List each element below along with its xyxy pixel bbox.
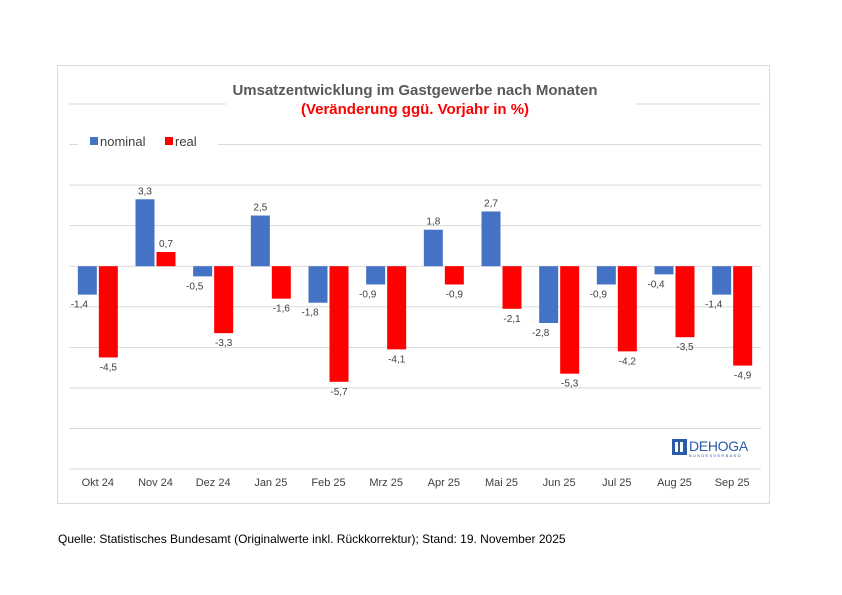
- chart-title: Umsatzentwicklung im Gastgewerbe nach Mo…: [232, 82, 597, 99]
- bar-nominal-8: [539, 266, 559, 323]
- bar-nominal-5: [366, 266, 386, 285]
- data-label-real-1: 0,7: [159, 239, 173, 250]
- bar-real-8: [560, 266, 580, 374]
- data-label-nominal-2: -0,5: [186, 281, 204, 292]
- data-labels: -1,4 -4,5 3,3 0,7 -0,5 -3,3 2,5 -1,6 -1,8 -5,7 -0,…: [71, 186, 752, 397]
- data-label-real-4: -5,7: [330, 387, 348, 398]
- bar-nominal-10: [654, 266, 674, 275]
- bar-nominal-4: [308, 266, 328, 303]
- x-tick-label: Apr 25: [428, 477, 460, 489]
- bar-nominal-7: [481, 211, 501, 267]
- x-tick-label: Mrz 25: [369, 477, 403, 489]
- gridlines: [69, 96, 761, 470]
- bar-real-9: [617, 266, 637, 352]
- data-label-real-9: -4,2: [619, 356, 637, 367]
- bar-real-2: [214, 266, 234, 334]
- chart-frame: Umsatzentwicklung im Gastgewerbe nach Mo…: [57, 65, 770, 504]
- x-tick-label: Okt 24: [82, 477, 114, 489]
- data-label-nominal-9: -0,9: [590, 289, 608, 300]
- bar-real-3: [271, 266, 291, 299]
- data-label-real-10: -3,5: [676, 342, 694, 353]
- x-tick-label: Mai 25: [485, 477, 518, 489]
- logo-subtitle: BUNDESVERBAND: [689, 453, 742, 458]
- x-tick-label: Sep 25: [715, 477, 750, 489]
- data-label-nominal-11: -1,4: [705, 300, 723, 311]
- x-tick-label: Aug 25: [657, 477, 692, 489]
- x-tick-label: Nov 24: [138, 477, 173, 489]
- data-label-nominal-4: -1,8: [301, 308, 319, 319]
- bar-real-11: [733, 266, 753, 366]
- bar-real-0: [98, 266, 118, 358]
- logo-name: DEHOGA: [689, 438, 748, 454]
- data-label-nominal-10: -0,4: [647, 279, 665, 290]
- bar-nominal-9: [596, 266, 616, 285]
- data-label-real-2: -3,3: [215, 338, 233, 349]
- source-note: Quelle: Statistisches Bundesamt (Origina…: [58, 532, 566, 546]
- data-label-nominal-0: -1,4: [71, 300, 89, 311]
- bar-nominal-6: [423, 229, 443, 267]
- dehoga-logo: DEHOGA BUNDESVERBAND: [672, 438, 752, 460]
- data-label-real-6: -0,9: [446, 289, 464, 300]
- x-tick-label: Dez 24: [196, 477, 231, 489]
- data-label-nominal-1: 3,3: [138, 186, 152, 197]
- data-label-nominal-8: -2,8: [532, 328, 550, 339]
- dehoga-logo-icon: [672, 439, 687, 455]
- legend-swatch-nominal: [90, 137, 98, 145]
- data-label-nominal-5: -0,9: [359, 289, 377, 300]
- bar-nominal-0: [77, 266, 97, 295]
- x-tick-label: Jan 25: [254, 477, 287, 489]
- legend: nominal real: [90, 134, 197, 149]
- bar-nominal-11: [712, 266, 732, 295]
- data-label-real-8: -5,3: [561, 379, 579, 390]
- bar-real-6: [444, 266, 464, 285]
- bar-nominal-3: [250, 215, 270, 267]
- data-label-real-11: -4,9: [734, 371, 752, 382]
- data-label-real-3: -1,6: [273, 304, 291, 315]
- data-label-nominal-7: 2,7: [484, 198, 498, 209]
- gridline-mask: [78, 132, 218, 150]
- chart: Umsatzentwicklung im Gastgewerbe nach Mo…: [69, 82, 761, 489]
- bar-real-4: [329, 266, 349, 382]
- bar-nominal-1: [135, 199, 155, 267]
- x-tick-label: Jun 25: [543, 477, 576, 489]
- legend-label-real: real: [175, 134, 197, 149]
- bar-nominal-2: [193, 266, 213, 277]
- x-tick-label: Jul 25: [602, 477, 631, 489]
- chart-subtitle: (Veränderung ggü. Vorjahr in %): [301, 101, 529, 118]
- bars: [77, 199, 753, 382]
- data-label-nominal-3: 2,5: [253, 203, 267, 214]
- legend-label-nominal: nominal: [100, 134, 146, 149]
- bar-real-7: [502, 266, 522, 309]
- data-label-nominal-6: 1,8: [426, 217, 440, 228]
- bar-real-10: [675, 266, 695, 338]
- bar-real-1: [156, 252, 176, 267]
- legend-swatch-real: [165, 137, 173, 145]
- gridline-mask: [226, 96, 636, 116]
- x-tick-label: Feb 25: [311, 477, 345, 489]
- data-label-real-7: -2,1: [503, 314, 521, 325]
- x-axis-tick-labels: Okt 24 Nov 24 Dez 24 Jan 25 Feb 25 Mrz 25 Apr …: [82, 477, 750, 489]
- data-label-real-0: -4,5: [100, 362, 118, 373]
- bar-real-5: [387, 266, 407, 350]
- data-label-real-5: -4,1: [388, 354, 406, 365]
